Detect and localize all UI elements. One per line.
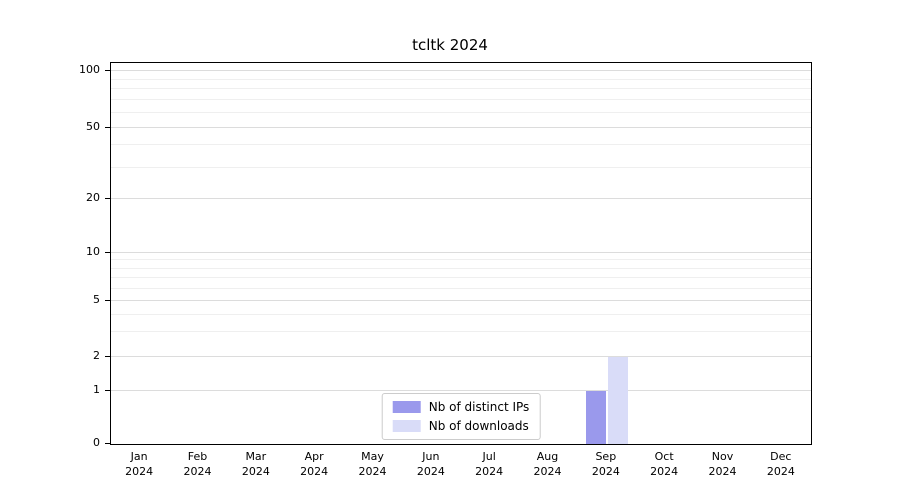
x-tick-month: Jun [422, 450, 440, 463]
x-tick-label: Feb 2024 [163, 449, 233, 479]
y-tick-mark [105, 127, 110, 129]
gridline-minor [111, 99, 811, 101]
x-tick-label: Jan 2024 [104, 449, 174, 479]
x-tick-month: May [361, 450, 384, 463]
x-tick-label: Apr 2024 [279, 449, 349, 479]
x-tick-year: 2024 [766, 465, 795, 478]
y-tick-mark [105, 390, 110, 392]
gridline-minor [111, 276, 811, 278]
x-tick-year: 2024 [358, 465, 387, 478]
x-tick-label: May 2024 [338, 449, 408, 479]
gridline-minor [111, 144, 811, 146]
y-tick-label: 20 [86, 191, 100, 205]
gridline-minor [111, 267, 811, 269]
y-tick-label: 10 [86, 245, 100, 259]
y-tick-mark [105, 443, 110, 444]
gridline-minor [111, 331, 811, 333]
x-tick-year: 2024 [650, 465, 679, 478]
x-tick-month: Sep [595, 450, 617, 463]
gridline-minor [111, 88, 811, 90]
legend-item: Nb of distinct IPs [392, 400, 530, 414]
x-tick-label: Dec 2024 [746, 449, 816, 479]
x-tick-month: Mar [245, 450, 267, 463]
x-tick-month: Aug [536, 450, 559, 463]
y-tick-label: 0 [93, 436, 100, 449]
x-tick-year: 2024 [708, 465, 737, 478]
x-tick-year: 2024 [475, 465, 504, 478]
gridline-major [111, 356, 811, 358]
gridline-minor [111, 287, 811, 289]
gridline-minor [111, 313, 811, 315]
bar-nb-of-downloads [607, 357, 628, 444]
plot-area: Nb of distinct IPs Nb of downloads [110, 62, 812, 445]
x-tick-label: Mar 2024 [221, 449, 291, 479]
legend-label: Nb of downloads [428, 419, 529, 433]
x-tick-label: Aug 2024 [513, 449, 583, 479]
legend-swatch [392, 420, 421, 432]
y-tick-mark [105, 198, 110, 200]
y-tick-mark [105, 252, 110, 254]
y-tick-mark [105, 70, 110, 71]
legend: Nb of distinct IPs Nb of downloads [381, 393, 541, 440]
x-tick-month: Nov [711, 450, 734, 463]
gridline-major [111, 198, 811, 200]
y-tick-label: 2 [93, 349, 100, 363]
legend-swatch [392, 401, 421, 413]
x-tick-label: Oct 2024 [629, 449, 699, 479]
gridline-major [111, 127, 811, 129]
gridline-minor [111, 259, 811, 261]
x-tick-year: 2024 [125, 465, 154, 478]
x-tick-year: 2024 [300, 465, 329, 478]
x-tick-label: Jul 2024 [454, 449, 524, 479]
chart-title: tcltk 2024 [412, 36, 488, 54]
legend-item: Nb of downloads [392, 419, 530, 433]
y-tick-label: 100 [79, 63, 100, 76]
gridline-major [111, 70, 811, 72]
y-tick-mark [105, 300, 110, 302]
x-tick-month: Apr [304, 450, 324, 463]
x-tick-month: Feb [187, 450, 208, 463]
x-tick-year: 2024 [533, 465, 562, 478]
x-tick-year: 2024 [416, 465, 445, 478]
x-tick-month: Jul [482, 450, 496, 463]
y-tick-mark [105, 356, 110, 358]
gridline-minor [111, 78, 811, 80]
x-tick-month: Jan [130, 450, 148, 463]
x-tick-year: 2024 [591, 465, 620, 478]
y-tick-label: 1 [93, 383, 100, 397]
gridline-major [111, 300, 811, 302]
legend-label: Nb of distinct IPs [428, 400, 530, 414]
y-tick-label: 5 [93, 293, 100, 307]
x-tick-month: Oct [654, 450, 674, 463]
gridline-major [111, 390, 811, 392]
y-tick-label: 50 [86, 120, 100, 134]
gridline-major [111, 252, 811, 254]
x-tick-label: Nov 2024 [688, 449, 758, 479]
gridline-minor [111, 166, 811, 168]
x-tick-month: Dec [770, 450, 792, 463]
x-tick-year: 2024 [183, 465, 212, 478]
x-tick-label: Sep 2024 [571, 449, 641, 479]
gridline-minor [111, 112, 811, 114]
x-tick-year: 2024 [241, 465, 270, 478]
bar-nb-of-distinct-ips [585, 391, 606, 444]
x-tick-label: Jun 2024 [396, 449, 466, 479]
